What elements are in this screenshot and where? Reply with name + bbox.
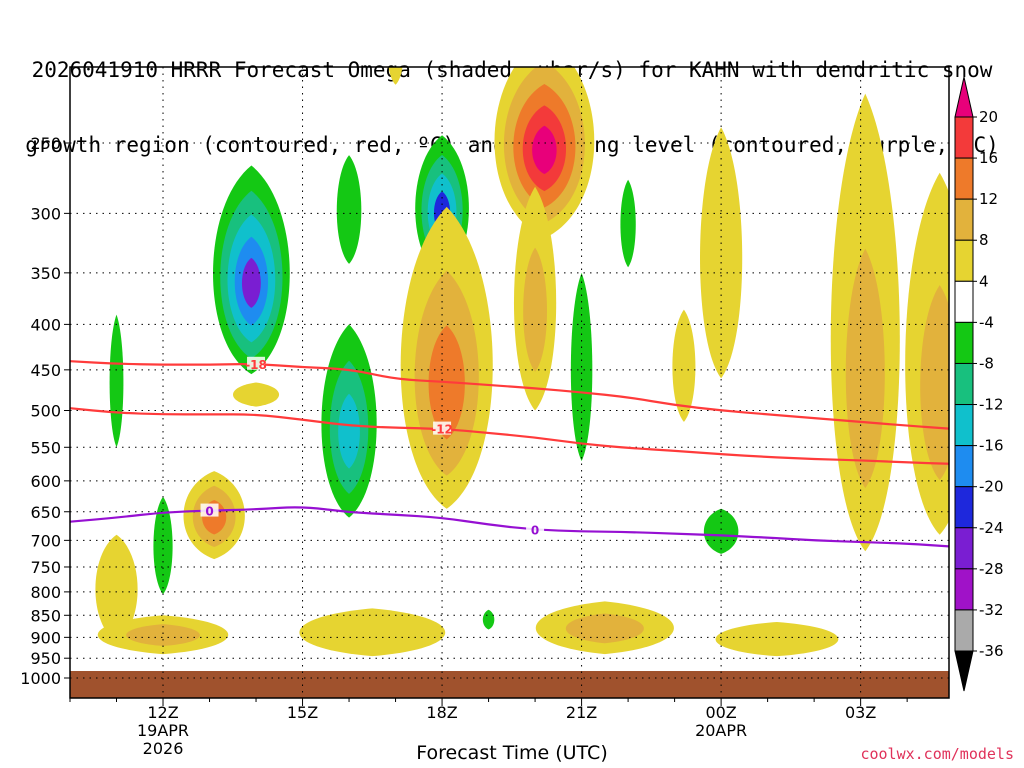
omega-region-18-level-4 bbox=[715, 622, 839, 657]
omega-region-2-level-neg8 bbox=[336, 155, 362, 264]
x-tick-label-18Z: 18Z bbox=[426, 703, 457, 722]
contour-label-bg-freezing-level bbox=[200, 503, 219, 517]
omega-region-24-level-4 bbox=[233, 382, 280, 407]
x-tick-label-15Z: 15Z bbox=[287, 703, 318, 722]
y-tick-label-700: 700 bbox=[30, 531, 61, 550]
omega-region-22-level-8 bbox=[920, 285, 949, 481]
colorbar-segment-4 bbox=[954, 280, 974, 323]
y-axis: 250 300 350 400 450 500 550 600 650 700 750 800 850 9… bbox=[20, 134, 70, 688]
colorbar-segment-6 bbox=[954, 362, 974, 406]
colorbar-label-7: -12 bbox=[979, 396, 1004, 414]
y-tick-label-600: 600 bbox=[30, 472, 61, 491]
colorbar-label-9: -20 bbox=[979, 478, 1004, 496]
credit-link[interactable]: coolwx.com/models bbox=[860, 745, 1014, 763]
colorbar-label-12: -32 bbox=[979, 601, 1004, 619]
x-tick-date-12Z: 19APR bbox=[137, 721, 189, 740]
grid-lines bbox=[70, 67, 949, 698]
omega-region-14-level-8 bbox=[126, 624, 200, 647]
contour-label-freezing-level: 0 bbox=[205, 505, 213, 519]
omega-region-7-level-neg8 bbox=[109, 314, 124, 448]
colorbar-segment-3 bbox=[954, 239, 974, 282]
x-axis-label: Forecast Time (UTC) bbox=[416, 742, 608, 764]
omega-region-1-level-neg16 bbox=[338, 393, 360, 469]
contour-dgz-minus18 bbox=[70, 360, 949, 430]
y-tick-label-450: 450 bbox=[30, 361, 61, 380]
y-tick-label-1000: 1000 bbox=[20, 669, 61, 688]
omega-region-5-level-neg8 bbox=[620, 179, 636, 268]
omega-region-20-level-4 bbox=[700, 127, 743, 379]
colorbar-segment-0 bbox=[954, 116, 974, 159]
omega-region-21-level-8 bbox=[845, 248, 885, 489]
colorbar-top-arrow bbox=[954, 76, 974, 118]
colorbar-segment-2 bbox=[954, 198, 974, 241]
colorbar-label-3: 8 bbox=[979, 231, 989, 249]
colorbar-label-6: -8 bbox=[979, 354, 994, 372]
x-tick-label-03Z: 03Z bbox=[845, 703, 876, 722]
omega-region-19-level-4 bbox=[672, 309, 696, 422]
y-tick-label-550: 550 bbox=[30, 438, 61, 457]
omega-region-0-level-neg28 bbox=[241, 257, 261, 308]
omega-region-10-level-20 bbox=[532, 125, 557, 175]
colorbar-segment-1 bbox=[954, 157, 974, 200]
title-line-1: 2026041910 HRRR Forecast Omega (shaded, … bbox=[31, 58, 993, 82]
contour-label-bg-freezing-level bbox=[526, 522, 545, 536]
colorbar-label-1: 16 bbox=[979, 149, 998, 167]
y-tick-label-750: 750 bbox=[30, 558, 61, 577]
colorbar-segment-11 bbox=[954, 568, 974, 611]
omega-region-16-level-4 bbox=[299, 608, 446, 657]
omega-region-12-level-8 bbox=[523, 247, 548, 372]
colorbar-label-4: 4 bbox=[979, 272, 989, 290]
omega-region-8-level-neg8 bbox=[153, 496, 173, 595]
colorbar-segment-7 bbox=[954, 404, 974, 447]
y-tick-label-800: 800 bbox=[30, 583, 61, 602]
x-tick-label-12Z: 12Z bbox=[147, 703, 178, 722]
colorbar-label-8: -16 bbox=[979, 437, 1004, 455]
contour-label-bg-dgz-minus12 bbox=[433, 421, 452, 435]
colorbar-segment-8 bbox=[954, 445, 974, 488]
colorbar-segment-9 bbox=[954, 486, 974, 529]
colorbar: 20 16 12 8 4 -4 -8 -12 -16 -20 -24 -28 -32 -36 bbox=[954, 76, 1004, 692]
contour-freezing-level bbox=[70, 506, 949, 548]
omega-region-23-level-4 bbox=[388, 67, 403, 85]
temperature-contours: -18 -12 0 0 bbox=[70, 356, 949, 548]
plot-frame bbox=[69, 66, 950, 699]
colorbar-label-10: -24 bbox=[979, 519, 1004, 537]
omega-region-6-level-neg8 bbox=[703, 508, 739, 554]
y-tick-label-250: 250 bbox=[30, 134, 61, 153]
y-tick-label-850: 850 bbox=[30, 606, 61, 625]
omega-region-9-level-neg8 bbox=[482, 609, 495, 630]
ground-surface bbox=[70, 671, 949, 698]
colorbar-label-13: -36 bbox=[979, 642, 1004, 660]
y-tick-label-500: 500 bbox=[30, 402, 61, 421]
colorbar-segment-10 bbox=[954, 527, 974, 570]
x-tick-label-21Z: 21Z bbox=[566, 703, 597, 722]
contour-label-dgz-minus12: -12 bbox=[431, 423, 453, 437]
x-tick-label-00Z: 00Z bbox=[705, 703, 736, 722]
contour-label-freezing-level: 0 bbox=[531, 524, 539, 538]
colorbar-label-11: -28 bbox=[979, 560, 1004, 578]
omega-region-17-level-8 bbox=[565, 613, 644, 644]
omega-shading bbox=[95, 67, 949, 657]
omega-region-15-level-4 bbox=[95, 534, 138, 642]
colorbar-bottom-arrow bbox=[954, 650, 974, 692]
y-tick-label-350: 350 bbox=[30, 264, 61, 283]
y-tick-label-950: 950 bbox=[30, 649, 61, 668]
y-tick-label-650: 650 bbox=[30, 503, 61, 522]
colorbar-label-5: -4 bbox=[979, 313, 994, 331]
x-tick-year-12Z: 2026 bbox=[143, 739, 184, 758]
y-tick-label-300: 300 bbox=[30, 204, 61, 223]
contour-label-dgz-minus18: -18 bbox=[245, 358, 267, 372]
colorbar-segment-5 bbox=[954, 321, 974, 364]
y-tick-label-900: 900 bbox=[30, 628, 61, 647]
contour-label-bg-dgz-minus18 bbox=[247, 356, 266, 370]
colorbar-label-0: 20 bbox=[979, 108, 998, 126]
x-tick-date-00Z: 20APR bbox=[695, 721, 747, 740]
colorbar-segment-12 bbox=[954, 609, 974, 652]
colorbar-label-2: 12 bbox=[979, 190, 998, 208]
contour-dgz-minus12 bbox=[70, 407, 949, 465]
y-tick-label-400: 400 bbox=[30, 315, 61, 334]
